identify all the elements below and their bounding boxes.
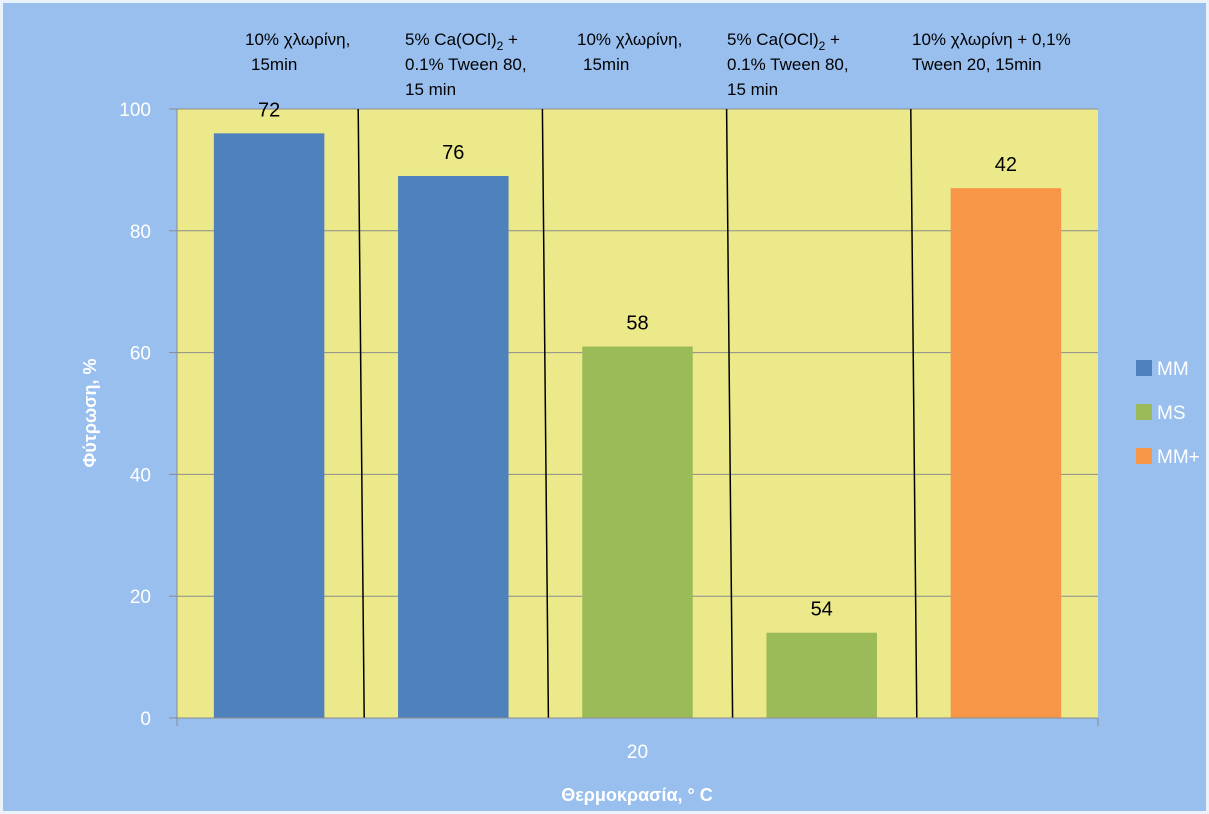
data-labels: 72 76 58 54 42 xyxy=(258,99,1017,620)
axes: 0 20 40 60 80 100 20 xyxy=(119,100,1099,763)
condition-label: 0.1% Tween 80, xyxy=(727,55,849,74)
divider-line xyxy=(357,108,365,719)
bar-MS xyxy=(582,346,693,718)
legend-swatch-MM xyxy=(1136,360,1152,376)
y-axis-title: Φύτρωση, % xyxy=(80,359,100,468)
divider-lines xyxy=(357,108,918,719)
bars xyxy=(213,133,1062,719)
divider-line xyxy=(541,108,550,719)
data-label: 54 xyxy=(811,599,833,621)
condition-label: 0.1% Tween 80, xyxy=(405,55,527,74)
condition-label: 15 min xyxy=(405,80,456,99)
divider-line xyxy=(725,108,734,719)
bar-MS xyxy=(766,632,877,718)
bar-MM+ xyxy=(950,188,1062,719)
legend-swatch-MS xyxy=(1136,404,1152,420)
condition-labels: 10% χλωρίνη, 15min 5% Ca(OCl)2 + 0.1% Tween… xyxy=(245,30,1071,99)
legend-label: MM+ xyxy=(1157,447,1200,468)
legend-label: MM xyxy=(1157,359,1189,380)
y-tick-label: 0 xyxy=(140,709,151,730)
x-tick-label: 20 xyxy=(627,742,648,763)
y-tick-label: 40 xyxy=(130,465,151,486)
legend-label: MS xyxy=(1157,403,1186,424)
legend-swatch-MM+ xyxy=(1136,448,1152,464)
divider-line xyxy=(910,108,918,719)
y-tick-label: 100 xyxy=(119,100,151,121)
y-tick-label: 60 xyxy=(130,344,151,365)
bar-MM xyxy=(398,175,509,719)
condition-label: 15min xyxy=(251,55,297,74)
condition-label: 5% Ca(OCl)2 + xyxy=(405,30,518,53)
condition-label: 10% χλωρίνη + 0,1% xyxy=(912,30,1071,49)
data-label: 58 xyxy=(626,313,648,335)
condition-label: 5% Ca(OCl)2 + xyxy=(727,30,840,53)
condition-label: 15min xyxy=(583,55,629,74)
data-label: 42 xyxy=(995,154,1017,176)
condition-label: 10% χλωρίνη, xyxy=(245,30,350,49)
bar-MM xyxy=(213,133,325,719)
condition-label: Tween 20, 15min xyxy=(912,55,1041,74)
legend: MM MS MM+ xyxy=(1136,359,1200,468)
y-tick-label: 80 xyxy=(130,222,151,243)
data-label: 72 xyxy=(258,99,280,121)
condition-label: 10% χλωρίνη, xyxy=(577,30,682,49)
x-axis-title: Θερμοκρασία, ° C xyxy=(561,785,713,805)
condition-label: 15 min xyxy=(727,80,778,99)
y-tick-label: 20 xyxy=(130,587,151,608)
data-label: 76 xyxy=(442,142,464,164)
